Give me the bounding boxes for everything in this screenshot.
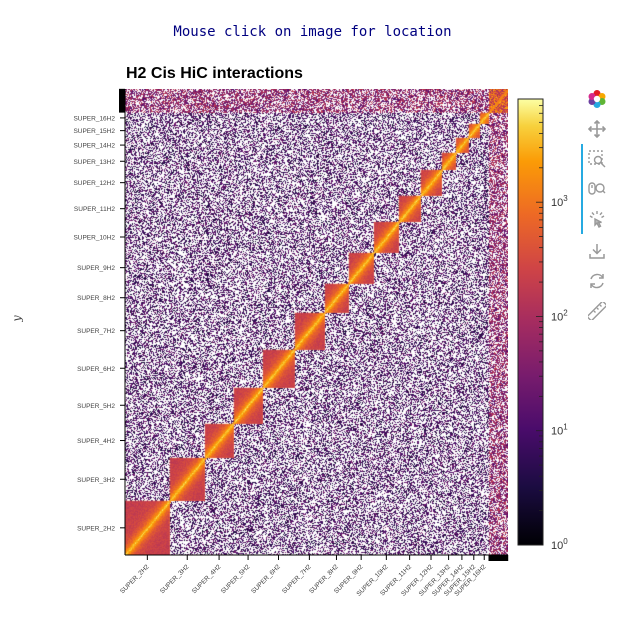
x-tick-label: SUPER_10H2 <box>355 563 390 598</box>
colorbar-gradient <box>517 98 544 546</box>
heatmap-plot-area[interactable] <box>125 89 508 555</box>
x-tick-label: SUPER_15H2 <box>443 563 478 598</box>
y-tick-label: SUPER_12H2 <box>73 180 115 187</box>
y-tick-label: SUPER_5H2 <box>77 403 115 410</box>
y-tick-label: SUPER_13H2 <box>73 159 115 166</box>
x-tick-label: SUPER_14H2 <box>431 563 466 598</box>
colorbar-tick-label: 100 <box>551 537 568 552</box>
y-tick-label: SUPER_3H2 <box>77 477 115 484</box>
x-tick-label: SUPER_5H2 <box>220 563 252 595</box>
save-icon[interactable] <box>586 240 608 262</box>
colorbar-tick-exponent: 1 <box>563 423 568 432</box>
y-axis: SUPER_2H2 SUPER_3H2 SUPER_4H2 SUPER_5H2 SUPE… <box>73 88 126 555</box>
chromosome-block-SUPER_12H2 <box>420 169 442 196</box>
active-tools-indicator <box>581 144 583 234</box>
y-tick-label: SUPER_6H2 <box>77 366 115 373</box>
tap-icon[interactable] <box>586 208 608 230</box>
chromosome-block-SUPER_10H2 <box>373 221 400 253</box>
y-axis-label: y <box>10 315 24 322</box>
reset-icon[interactable] <box>586 270 608 292</box>
pan-icon[interactable] <box>586 118 608 140</box>
chromosome-block-SUPER_15H2 <box>467 123 480 138</box>
y-tick-label: SUPER_16H2 <box>73 115 115 122</box>
chromosome-block-SUPER_6H2 <box>262 348 295 388</box>
y-tick-label: SUPER_9H2 <box>77 265 115 272</box>
colorbar-tick-label: 101 <box>551 423 568 438</box>
box-zoom-icon[interactable] <box>586 148 608 170</box>
chromosome-block-SUPER_11H2 <box>398 195 421 223</box>
x-tick-label: SUPER_2H2 <box>119 563 151 595</box>
wheel-zoom-icon[interactable] <box>586 178 608 200</box>
plot-title: H2 Cis HiC interactions <box>126 65 303 82</box>
chromosome-block-SUPER_2H2 <box>125 500 170 555</box>
chromosome-block-SUPER_5H2 <box>233 387 264 424</box>
chromosome-block-SUPER_4H2 <box>204 422 234 459</box>
y-tick-label: SUPER_15H2 <box>73 128 115 135</box>
ruler-icon[interactable] <box>586 300 608 322</box>
y-tick-label: SUPER_4H2 <box>77 438 115 445</box>
colorbar-tick-label: 103 <box>551 194 568 209</box>
colorbar-tick-exponent: 2 <box>563 308 568 317</box>
colorbar-tick-exponent: 0 <box>563 537 568 546</box>
heatmap-overlay <box>125 111 490 555</box>
y-tick-label: SUPER_7H2 <box>77 328 115 335</box>
x-axis: SUPER_2H2 SUPER_3H2 SUPER_4H2SUPER_5H2SUPE… <box>119 554 509 598</box>
y-tick-label: SUPER_8H2 <box>77 295 115 302</box>
chromosome-block-SUPER_9H2 <box>348 251 375 284</box>
colorbar-tick-label: 102 <box>551 308 568 323</box>
x-tick-label: SUPER_13H2 <box>418 563 453 598</box>
x-tick-label: SUPER_9H2 <box>333 563 365 595</box>
x-tick-label: SUPER_11H2 <box>379 563 413 597</box>
chromosome-block-SUPER_13H2 <box>441 152 457 171</box>
x-tick-label: SUPER_8H2 <box>308 563 340 595</box>
x-tick-label: SUPER_16H2 <box>453 563 488 598</box>
chromosome-block-SUPER_8H2 <box>324 282 349 313</box>
heatmap-canvas[interactable] <box>125 89 508 555</box>
x-tick-label: SUPER_12H2 <box>400 563 435 598</box>
colorbar-tick-exponent: 3 <box>563 194 568 203</box>
y-tick-label: SUPER_10H2 <box>73 235 115 242</box>
y-tick-label: SUPER_14H2 <box>73 143 115 150</box>
chromosome-block-SUPER_3H2 <box>169 457 206 501</box>
bokeh-logo-icon[interactable] <box>586 88 608 110</box>
chromosome-block-SUPER_14H2 <box>455 137 469 153</box>
x-tick-label: SUPER_7H2 <box>281 563 313 595</box>
y-tick-label: SUPER_11H2 <box>74 206 115 213</box>
x-tick-label: SUPER_3H2 <box>159 563 191 595</box>
instruction-text: Mouse click on image for location <box>173 24 452 40</box>
chromosome-block-SUPER_16H2 <box>479 111 490 124</box>
x-tick-label: SUPER_6H2 <box>250 563 282 595</box>
plot-toolbar <box>580 86 612 326</box>
y-tick-label: SUPER_2H2 <box>77 525 115 532</box>
x-tick-label: SUPER_4H2 <box>191 563 223 595</box>
chromosome-block-SUPER_7H2 <box>293 311 325 350</box>
